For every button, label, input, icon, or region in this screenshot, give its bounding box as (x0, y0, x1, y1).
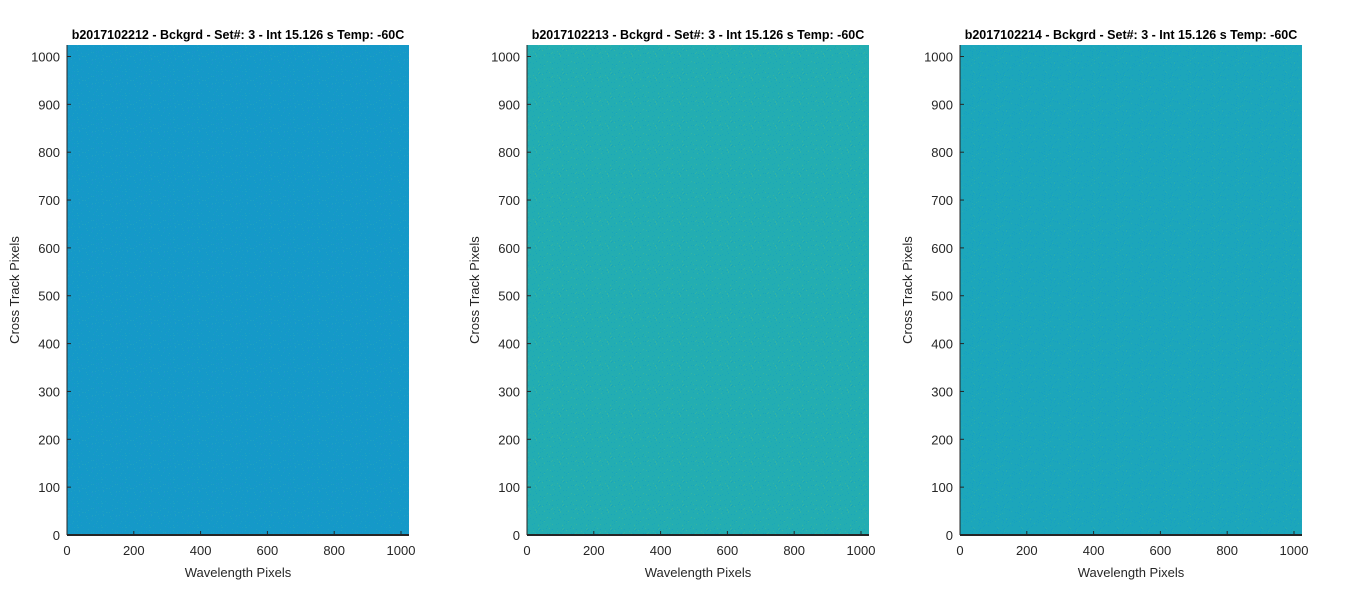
x-tick-label: 200 (583, 543, 605, 558)
y-tick-label: 100 (931, 480, 953, 495)
y-tick-label: 600 (931, 241, 953, 256)
y-tick-label: 600 (38, 241, 60, 256)
panel-title: b2017102213 - Bckgrd - Set#: 3 - Int 15.… (532, 28, 865, 42)
y-tick-label: 0 (946, 528, 953, 543)
y-tick-label: 400 (931, 337, 953, 352)
y-tick-label: 800 (498, 145, 520, 160)
y-tick-label: 900 (38, 97, 60, 112)
y-tick-labels: 0 100 200 300 400 500 600 700 800 900 1000 (31, 49, 71, 543)
x-tick-label: 1000 (387, 543, 416, 558)
x-tick-label: 600 (1150, 543, 1172, 558)
y-tick-label: 300 (931, 384, 953, 399)
y-tick-label: 700 (931, 193, 953, 208)
y-axis-label: Cross Track Pixels (900, 236, 915, 344)
y-tick-label: 1000 (491, 49, 520, 64)
x-tick-labels: 0 200 400 600 800 1000 (523, 531, 875, 558)
y-tick-labels: 0 100 200 300 400 500 600 700 800 900 1000 (491, 49, 531, 543)
x-tick-label: 800 (323, 543, 345, 558)
x-axis-label: Wavelength Pixels (645, 565, 752, 580)
x-tick-label: 600 (717, 543, 739, 558)
y-tick-label: 700 (38, 193, 60, 208)
heatmap-noise (960, 45, 1302, 535)
y-tick-label: 0 (513, 528, 520, 543)
x-axis-label: Wavelength Pixels (185, 565, 292, 580)
y-tick-label: 900 (931, 97, 953, 112)
y-axis-label: Cross Track Pixels (7, 236, 22, 344)
x-tick-label: 600 (257, 543, 279, 558)
x-tick-labels: 0 200 400 600 800 1000 (63, 531, 415, 558)
x-tick-label: 0 (956, 543, 963, 558)
x-tick-label: 800 (1216, 543, 1238, 558)
y-axis-label: Cross Track Pixels (467, 236, 482, 344)
y-tick-labels: 0 100 200 300 400 500 600 700 800 900 1000 (924, 49, 964, 543)
y-tick-label: 300 (498, 384, 520, 399)
y-tick-label: 700 (498, 193, 520, 208)
x-tick-label: 0 (523, 543, 530, 558)
x-tick-label: 400 (1083, 543, 1105, 558)
y-tick-label: 1000 (31, 49, 60, 64)
y-tick-label: 500 (498, 289, 520, 304)
y-tick-label: 200 (931, 432, 953, 447)
y-tick-label: 500 (38, 289, 60, 304)
heatmap-panel-2: b2017102213 - Bckgrd - Set#: 3 - Int 15.… (467, 28, 875, 580)
y-tick-label: 300 (38, 384, 60, 399)
x-tick-label: 200 (123, 543, 145, 558)
y-tick-label: 600 (498, 241, 520, 256)
y-tick-label: 1000 (924, 49, 953, 64)
x-axis-label: Wavelength Pixels (1078, 565, 1185, 580)
y-tick-label: 100 (498, 480, 520, 495)
x-tick-labels: 0 200 400 600 800 1000 (956, 531, 1308, 558)
x-tick-label: 800 (783, 543, 805, 558)
heatmap-noise (527, 45, 869, 535)
heatmap-panel-3: b2017102214 - Bckgrd - Set#: 3 - Int 15.… (900, 28, 1308, 580)
panel-title: b2017102214 - Bckgrd - Set#: 3 - Int 15.… (965, 28, 1298, 42)
x-tick-label: 400 (190, 543, 212, 558)
heatmap-panel-1: b2017102212 - Bckgrd - Set#: 3 - Int 15.… (7, 28, 415, 580)
y-tick-label: 900 (498, 97, 520, 112)
x-tick-label: 400 (650, 543, 672, 558)
y-tick-label: 100 (38, 480, 60, 495)
x-tick-label: 1000 (847, 543, 876, 558)
x-tick-label: 0 (63, 543, 70, 558)
x-tick-label: 1000 (1280, 543, 1309, 558)
y-tick-label: 800 (38, 145, 60, 160)
y-tick-label: 500 (931, 289, 953, 304)
heatmap-noise (67, 45, 409, 535)
y-tick-label: 400 (498, 337, 520, 352)
y-tick-label: 200 (38, 432, 60, 447)
y-tick-label: 800 (931, 145, 953, 160)
x-tick-label: 200 (1016, 543, 1038, 558)
panel-title: b2017102212 - Bckgrd - Set#: 3 - Int 15.… (72, 28, 405, 42)
y-tick-label: 400 (38, 337, 60, 352)
y-tick-label: 200 (498, 432, 520, 447)
y-tick-label: 0 (53, 528, 60, 543)
